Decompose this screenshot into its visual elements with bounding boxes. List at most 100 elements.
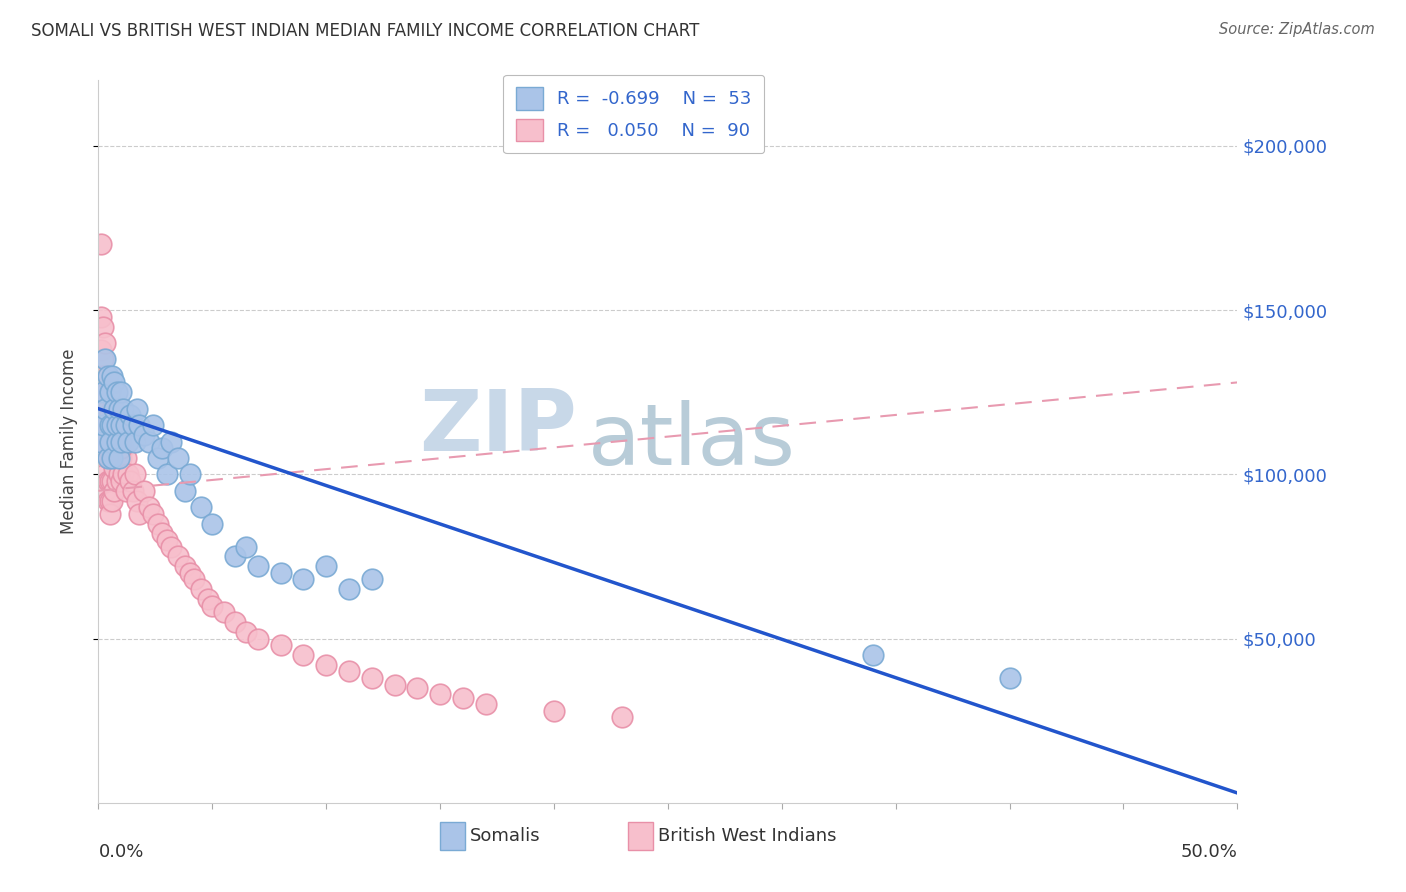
- Point: [127, 401, 149, 416]
- Point: [94, 483, 117, 498]
- Point: [160, 540, 183, 554]
- Point: [201, 516, 224, 531]
- Point: [612, 710, 634, 724]
- Point: [246, 632, 269, 646]
- Point: [998, 671, 1021, 685]
- Point: [98, 474, 121, 488]
- Point: [132, 483, 155, 498]
- Point: [156, 467, 179, 482]
- Point: [128, 418, 150, 433]
- Point: [98, 507, 121, 521]
- Point: [156, 533, 179, 547]
- Y-axis label: Median Family Income: Median Family Income: [59, 349, 77, 534]
- Point: [201, 599, 224, 613]
- Point: [91, 352, 114, 367]
- Point: [315, 657, 337, 672]
- Point: [117, 434, 139, 449]
- Point: [103, 483, 125, 498]
- Point: [114, 483, 136, 498]
- Point: [94, 467, 117, 482]
- Point: [90, 385, 112, 400]
- Point: [105, 418, 128, 433]
- Point: [110, 428, 132, 442]
- Point: [360, 671, 382, 685]
- Point: [132, 428, 155, 442]
- Point: [101, 474, 124, 488]
- Point: [110, 441, 132, 455]
- Point: [103, 460, 125, 475]
- Point: [543, 704, 565, 718]
- Point: [103, 409, 125, 423]
- Point: [150, 526, 173, 541]
- Point: [112, 467, 135, 482]
- Point: [429, 687, 451, 701]
- Point: [292, 573, 315, 587]
- Point: [246, 559, 269, 574]
- Point: [94, 441, 117, 455]
- Point: [96, 450, 118, 465]
- Point: [103, 401, 125, 416]
- Text: ZIP: ZIP: [419, 385, 576, 468]
- Text: Source: ZipAtlas.com: Source: ZipAtlas.com: [1219, 22, 1375, 37]
- Point: [120, 474, 142, 488]
- Point: [96, 493, 118, 508]
- Point: [101, 450, 124, 465]
- Point: [98, 385, 121, 400]
- Point: [110, 385, 132, 400]
- Point: [384, 677, 406, 691]
- Point: [124, 467, 146, 482]
- Point: [96, 428, 118, 442]
- Point: [224, 549, 246, 564]
- Point: [197, 592, 219, 607]
- Point: [142, 418, 165, 433]
- Point: [110, 450, 132, 465]
- Point: [98, 434, 121, 449]
- Point: [105, 450, 128, 465]
- Point: [235, 625, 257, 640]
- Point: [101, 401, 124, 416]
- Point: [103, 434, 125, 449]
- Point: [105, 428, 128, 442]
- Text: British West Indians: British West Indians: [658, 827, 837, 845]
- Point: [150, 441, 173, 455]
- Point: [90, 237, 112, 252]
- Point: [114, 450, 136, 465]
- Point: [212, 605, 235, 619]
- Point: [96, 368, 118, 383]
- Legend: R =  -0.699    N =  53, R =   0.050    N =  90: R = -0.699 N = 53, R = 0.050 N = 90: [503, 75, 765, 153]
- FancyBboxPatch shape: [628, 822, 652, 850]
- Point: [121, 483, 143, 498]
- Point: [128, 507, 150, 521]
- Point: [105, 385, 128, 400]
- Point: [110, 418, 132, 433]
- Point: [224, 615, 246, 630]
- Point: [98, 409, 121, 423]
- Point: [91, 409, 114, 423]
- Point: [98, 385, 121, 400]
- Point: [96, 368, 118, 383]
- Point: [174, 559, 197, 574]
- Point: [91, 418, 114, 433]
- Point: [110, 474, 132, 488]
- Point: [91, 319, 114, 334]
- Point: [167, 549, 190, 564]
- Point: [94, 395, 117, 409]
- Point: [142, 507, 165, 521]
- Point: [114, 418, 136, 433]
- Point: [90, 343, 112, 357]
- Point: [91, 368, 114, 383]
- Point: [94, 418, 117, 433]
- Point: [862, 648, 884, 662]
- Point: [108, 441, 131, 455]
- Text: 50.0%: 50.0%: [1181, 843, 1237, 861]
- Point: [451, 690, 474, 705]
- Point: [474, 698, 496, 712]
- Point: [94, 368, 117, 383]
- Point: [108, 467, 131, 482]
- Point: [91, 395, 114, 409]
- Point: [292, 648, 315, 662]
- Point: [337, 665, 360, 679]
- Point: [127, 493, 149, 508]
- Point: [101, 450, 124, 465]
- Point: [90, 434, 112, 449]
